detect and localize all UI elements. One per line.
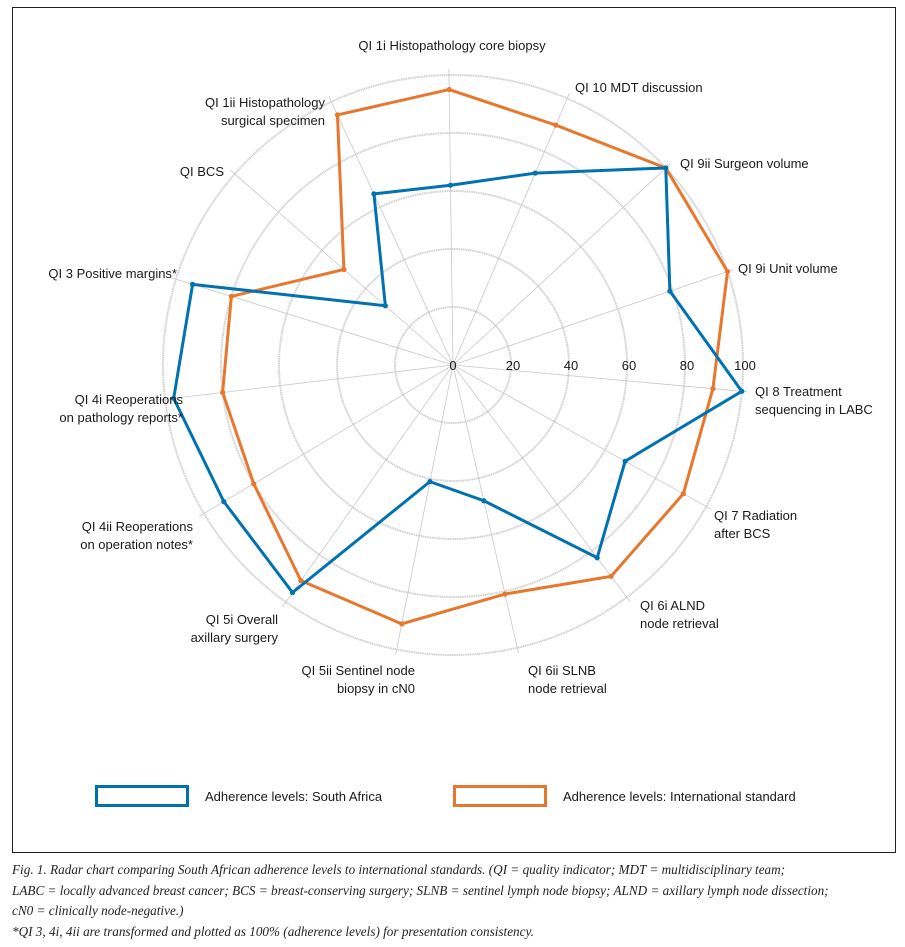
grid-spoke xyxy=(452,364,631,603)
grid-ring xyxy=(162,74,744,656)
grid-ring xyxy=(220,132,686,598)
grid-spoke xyxy=(452,364,712,510)
data-point-adherence-levels-south-africa xyxy=(622,458,628,464)
grid-spoke xyxy=(170,277,454,366)
data-point-adherence-levels-international-standard xyxy=(220,389,226,396)
data-point-adherence-levels-international-standard xyxy=(228,293,234,299)
data-point-adherence-levels-south-africa xyxy=(594,555,600,561)
grid-spoke xyxy=(198,364,454,517)
grid-ring xyxy=(394,306,512,424)
data-point-adherence-levels-south-africa xyxy=(221,499,227,505)
data-point-adherence-levels-south-africa xyxy=(481,498,487,504)
data-point-adherence-levels-international-standard xyxy=(502,591,508,597)
data-point-adherence-levels-international-standard xyxy=(710,386,716,392)
radar-chart: 0 20 40 60 80 100 QI 1i Histopathology core b… xyxy=(48,38,872,696)
axis-label: QI 1i Histopathology core biopsy xyxy=(358,38,546,53)
data-point-adherence-levels-south-africa xyxy=(382,303,388,309)
grid-spoke xyxy=(452,92,570,366)
radial-tick-label: 0 xyxy=(449,358,456,373)
data-point-adherence-levels-south-africa xyxy=(447,182,454,188)
data-point-adherence-levels-international-standard xyxy=(553,122,559,128)
data-point-adherence-levels-international-standard xyxy=(341,266,347,273)
grid-spoke xyxy=(448,69,454,366)
caption-line-2: LABC = locally advanced breast cancer; B… xyxy=(12,882,829,898)
grid-spoke xyxy=(230,169,454,366)
grid-ring xyxy=(336,248,570,482)
figure-frame xyxy=(12,7,896,853)
data-point-adherence-levels-international-standard xyxy=(334,112,341,118)
axis-label: QI 6ii SLNB node retrieval xyxy=(528,663,607,696)
legend-swatch-international xyxy=(453,785,547,807)
axis-label: QI 3 Positive margins* xyxy=(48,266,177,281)
data-point-adherence-levels-south-africa xyxy=(289,589,296,596)
grid-spoke xyxy=(452,269,734,366)
radial-tick-label: 60 xyxy=(622,358,636,373)
data-point-adherence-levels-international-standard xyxy=(446,86,452,93)
data-point-adherence-levels-international-standard xyxy=(724,268,731,275)
axis-label: QI 5i Overall axillary surgery xyxy=(191,612,279,645)
grid-spoke xyxy=(452,364,519,654)
radial-tick-label: 80 xyxy=(680,358,694,373)
data-point-adherence-levels-south-africa xyxy=(739,388,745,394)
legend-item-south-africa: Adherence levels: South Africa xyxy=(95,783,382,809)
series-line-adherence-levels-south-africa xyxy=(172,166,744,595)
axis-label: QI 9ii Surgeon volume xyxy=(680,156,809,171)
axis-label: QI 7 Radiation after BCS xyxy=(714,508,797,541)
data-point-adherence-levels-international-standard xyxy=(399,621,405,627)
legend-label-south-africa: Adherence levels: South Africa xyxy=(205,788,383,804)
grid-spoke xyxy=(452,364,748,393)
data-point-adherence-levels-international-standard xyxy=(680,491,686,497)
axis-label: QI 5ii Sentinel node biopsy in cN0 xyxy=(302,663,415,696)
radial-tick-label: 40 xyxy=(564,358,578,373)
series-layer xyxy=(171,86,745,627)
data-point-adherence-levels-south-africa xyxy=(663,165,669,171)
grid-spoke xyxy=(159,364,454,401)
axis-label: QI 1ii Histopathology surgical specimen xyxy=(205,95,325,128)
data-point-adherence-levels-international-standard xyxy=(298,578,304,584)
caption-line-1: Fig. 1. Radar chart comparing South Afri… xyxy=(12,862,786,877)
radial-tick-labels: 0 20 40 60 80 100 xyxy=(449,358,755,373)
caption-line-3: cN0 = clinically node-negative.) xyxy=(12,903,184,918)
axis-label: QI 6i ALND node retrieval xyxy=(640,598,719,631)
axis-label: QI 4ii Reoperations on operation notes* xyxy=(80,519,193,552)
data-point-adherence-levels-international-standard xyxy=(608,573,614,579)
grid-spoke xyxy=(328,96,454,366)
grid-spoke xyxy=(395,364,454,656)
data-point-adherence-levels-south-africa xyxy=(371,191,377,197)
axis-label: QI BCS xyxy=(180,164,224,179)
series-line-adherence-levels-international-standard xyxy=(221,87,730,626)
data-point-adherence-levels-south-africa xyxy=(189,281,196,287)
grid-spoke xyxy=(452,163,671,366)
caption-footnote: *QI 3, 4i, 4ii are transformed and plott… xyxy=(12,923,534,939)
axis-label: QI 4i Reoperations on pathology reports* xyxy=(59,392,183,425)
data-point-adherence-levels-international-standard xyxy=(251,481,257,487)
radial-tick-label: 100 xyxy=(734,358,756,373)
grid-ring xyxy=(278,190,628,540)
axis-label: QI 8 Treatment sequencing in LABC xyxy=(755,384,873,417)
data-point-adherence-levels-south-africa xyxy=(171,395,177,401)
grid-spokes xyxy=(159,69,748,656)
legend-label-international: Adherence levels: International standard xyxy=(563,788,796,804)
axis-labels: QI 1i Histopathology core biopsy QI 10 MD… xyxy=(48,38,872,696)
data-point-adherence-levels-south-africa xyxy=(427,479,433,485)
axis-label: QI 9i Unit volume xyxy=(738,261,838,276)
data-point-adherence-levels-south-africa xyxy=(532,170,538,176)
data-point-adherence-levels-south-africa xyxy=(667,288,673,294)
figure-caption: Fig. 1. Radar chart comparing South Afri… xyxy=(12,860,892,942)
legend-swatch-south-africa xyxy=(95,785,189,807)
axis-label: QI 10 MDT discussion xyxy=(575,80,703,95)
grid-rings xyxy=(162,74,744,656)
grid-spoke xyxy=(282,364,454,607)
radial-tick-label: 20 xyxy=(506,358,520,373)
legend-item-international: Adherence levels: International standard xyxy=(453,783,796,809)
